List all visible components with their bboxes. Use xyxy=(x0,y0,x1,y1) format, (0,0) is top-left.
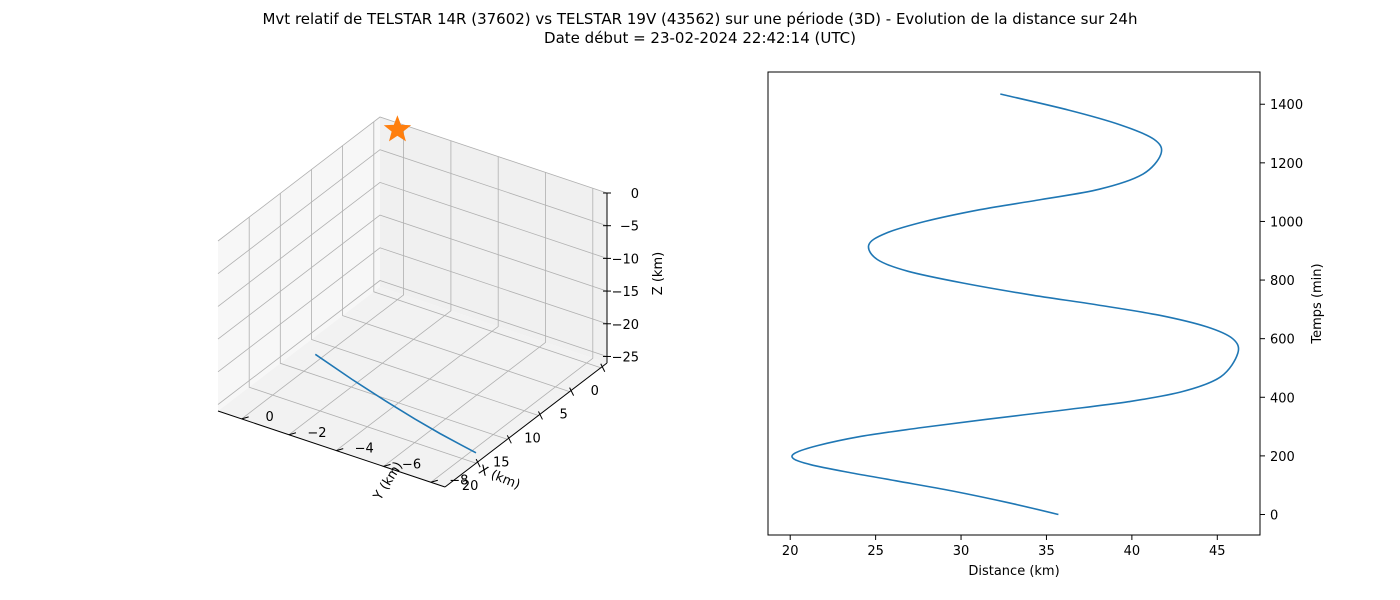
z-tick-label: −25 xyxy=(612,350,639,365)
grid-line-y xyxy=(241,124,405,420)
x-tick-label: 20 xyxy=(782,544,799,559)
grid-line-x xyxy=(373,121,601,369)
y-tick xyxy=(336,448,344,452)
y-tick-label: 200 xyxy=(1270,450,1295,465)
y-tick-label: 400 xyxy=(1270,391,1295,406)
x-tick-label: 10 xyxy=(524,431,541,446)
x-tick xyxy=(538,411,543,420)
z-tick-label: −10 xyxy=(612,252,639,267)
grid-line-z xyxy=(217,116,608,242)
y-tick xyxy=(383,463,391,467)
trajectory-line xyxy=(314,353,477,454)
x-tick xyxy=(569,387,575,396)
pane-right xyxy=(380,117,607,363)
y-axis-label: Temps (min) xyxy=(1310,263,1325,344)
grid-line-z xyxy=(217,181,608,307)
z-axis-label: Z (km) xyxy=(651,252,666,295)
y-tick xyxy=(288,432,297,436)
grid-line-z xyxy=(217,214,608,340)
y-tick-label: −8 xyxy=(449,473,468,488)
plot-frame xyxy=(767,71,1261,536)
x-tick-label: 30 xyxy=(953,544,970,559)
x-tick-label: 5 xyxy=(559,408,567,423)
chart-title: Mvt relatif de TELSTAR 14R (37602) vs TE… xyxy=(262,10,1138,28)
z-tick-label: −20 xyxy=(612,318,639,333)
y-tick-label: 0 xyxy=(266,410,274,425)
y-tick-label: 1400 xyxy=(1270,98,1303,113)
x-tick xyxy=(600,363,606,372)
x-tick-label: 40 xyxy=(1124,544,1141,559)
grid-line-y xyxy=(335,156,499,451)
y-tick-label: 600 xyxy=(1270,333,1295,348)
pane-left xyxy=(218,117,380,411)
y-axis-label: Y (km) xyxy=(370,459,406,504)
y-tick-label: 800 xyxy=(1270,274,1295,289)
y-tick-label: 1200 xyxy=(1270,157,1303,172)
z-tick-label: 0 xyxy=(631,187,639,202)
y-tick xyxy=(241,416,249,420)
z-tick-label: −5 xyxy=(620,220,639,235)
grid-line-x xyxy=(279,193,508,440)
grid-line-y xyxy=(383,172,546,467)
grid-line-y xyxy=(430,188,594,483)
x-tick xyxy=(506,435,512,444)
x-tick-label: 0 xyxy=(591,384,599,399)
x-tick-label: 35 xyxy=(1038,544,1055,559)
x-axis-line xyxy=(444,362,608,488)
x-tick xyxy=(475,458,481,468)
x-axis-label: Distance (km) xyxy=(968,564,1059,579)
y-tick-label: −4 xyxy=(355,442,374,457)
chart-subtitle: Date début = 23-02-2024 22:42:14 (UTC) xyxy=(544,29,856,47)
y-tick-label: 0 xyxy=(1270,508,1278,523)
x-tick-label: 25 xyxy=(867,544,884,559)
grid-line-x xyxy=(248,217,477,464)
grid-line-z xyxy=(217,280,608,405)
x-tick-label: 45 xyxy=(1209,544,1226,559)
start-marker-star xyxy=(383,115,412,142)
y-axis-line xyxy=(217,410,446,488)
z-tick-label: −15 xyxy=(612,285,639,300)
y-tick-label: 1000 xyxy=(1270,215,1303,230)
y-tick xyxy=(430,479,438,483)
x-tick-label: 20 xyxy=(462,479,479,494)
grid-line-z xyxy=(217,149,608,275)
y-tick-label: −2 xyxy=(307,426,326,441)
grid-line-y xyxy=(288,140,452,436)
grid-line-x xyxy=(342,145,570,392)
grid-line-x xyxy=(311,169,539,416)
distance-line xyxy=(791,93,1240,516)
grid-line-z xyxy=(217,247,608,373)
x-tick-label: 15 xyxy=(493,455,510,470)
y-tick-label: −6 xyxy=(402,457,421,472)
